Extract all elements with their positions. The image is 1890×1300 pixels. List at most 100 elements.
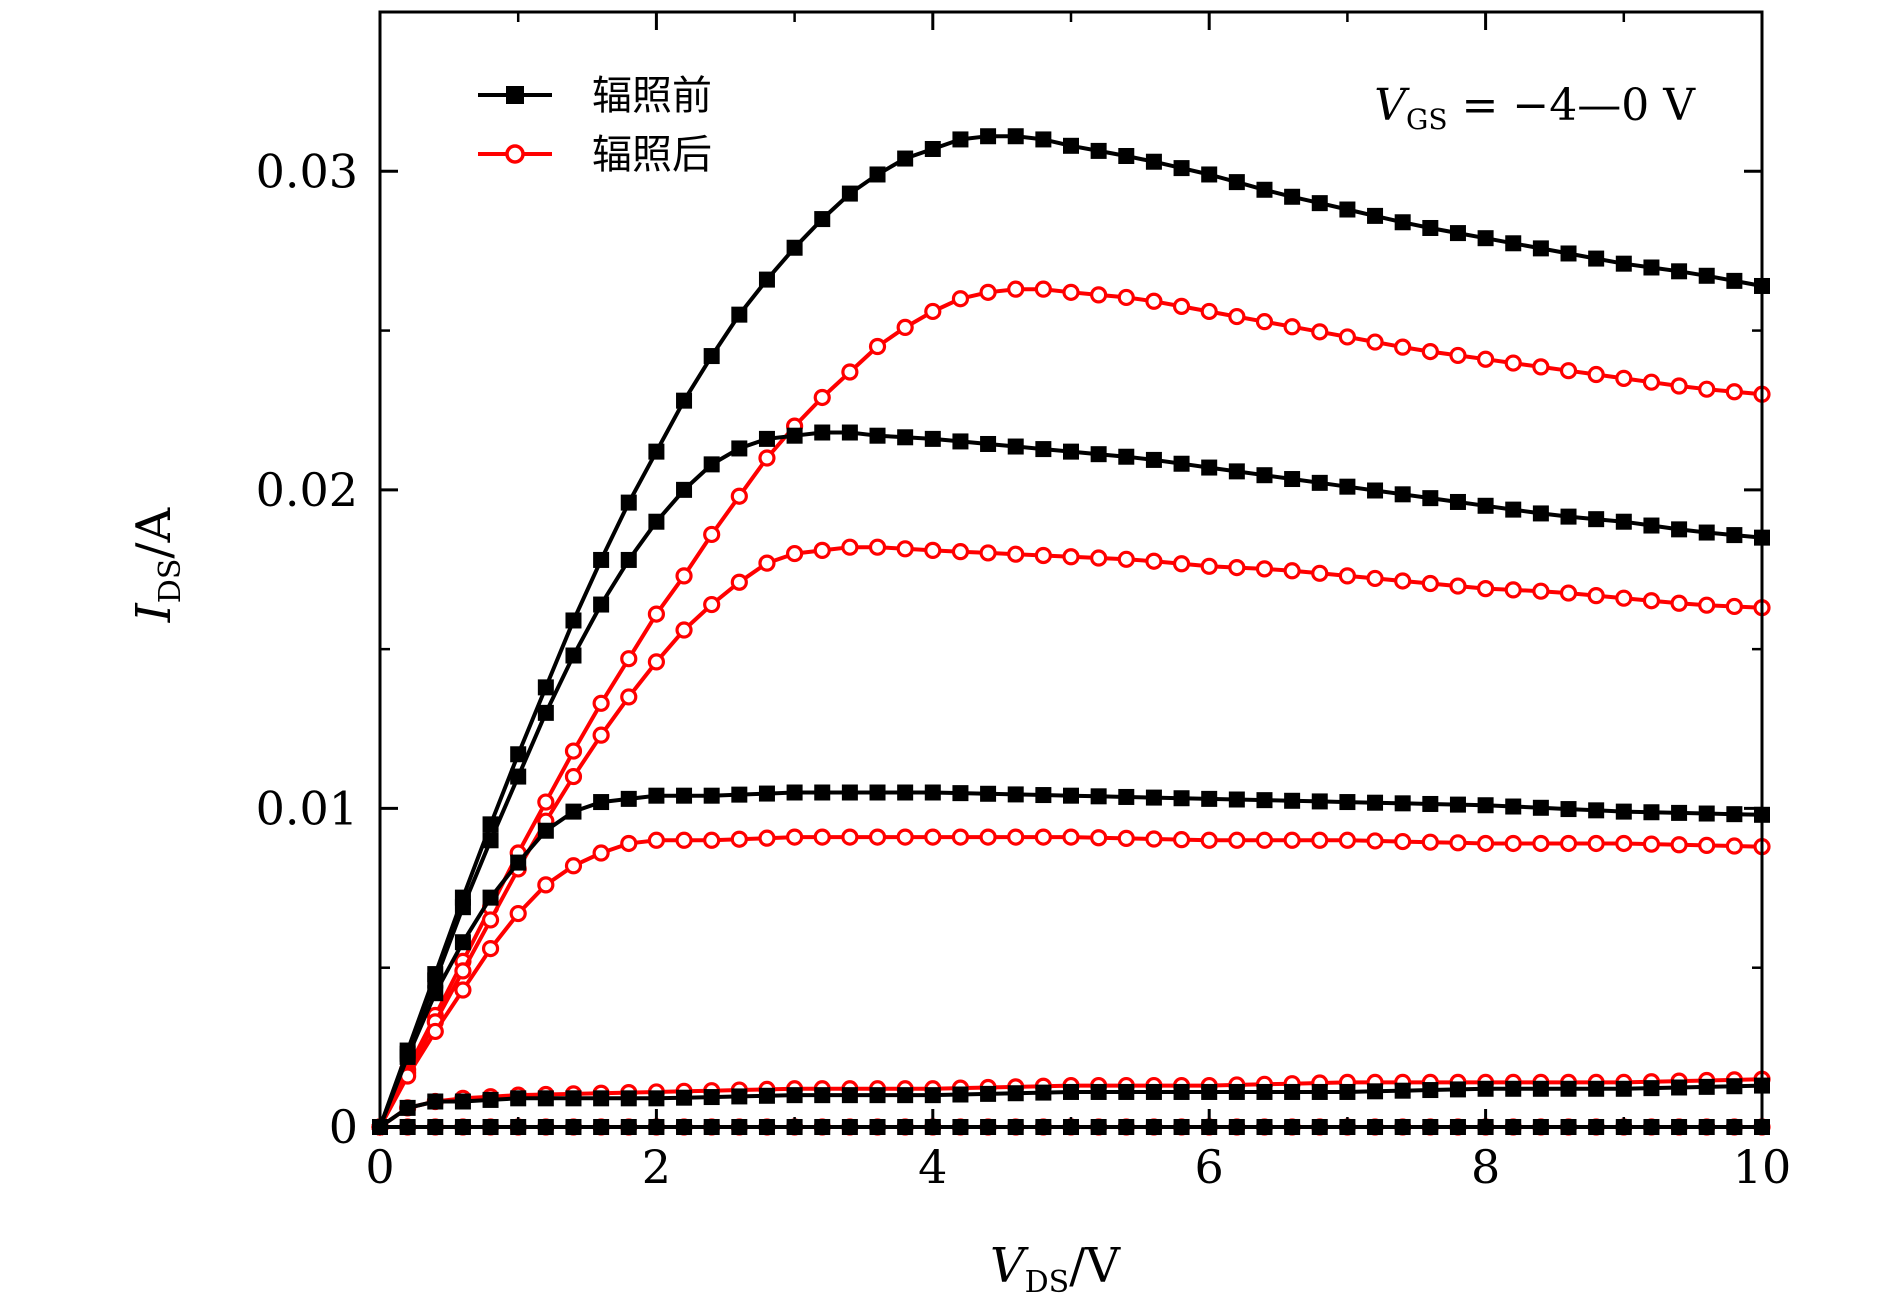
data-point [1145, 789, 1162, 806]
data-point [1726, 272, 1743, 289]
data-point [593, 596, 610, 613]
data-point [1422, 490, 1439, 507]
data-point [537, 1090, 554, 1107]
data-point [1615, 513, 1632, 530]
y-tick-label: 0.02 [256, 463, 358, 517]
data-point [1200, 302, 1218, 321]
annotation-var: V [1374, 80, 1410, 131]
data-point [509, 904, 527, 923]
series-before [372, 128, 1770, 1135]
ticks-layer [378, 12, 1764, 1129]
vgs-annotation: VGS = −4—0 V [1374, 80, 1696, 136]
series-before [372, 424, 1770, 1135]
data-point [1588, 1080, 1605, 1097]
data-point [593, 794, 610, 811]
data-point [482, 1091, 499, 1108]
data-point [924, 784, 941, 801]
data-point [703, 787, 720, 804]
data-point [537, 876, 555, 894]
data-point [979, 544, 997, 562]
data-point [758, 1087, 775, 1104]
data-point [785, 828, 804, 846]
data-point [896, 828, 914, 846]
data-point [952, 1086, 969, 1103]
data-point [1367, 1083, 1384, 1100]
data-point [703, 1089, 720, 1106]
data-point [1698, 836, 1716, 854]
data-point [1256, 792, 1273, 809]
data-point [758, 271, 775, 288]
data-point [675, 831, 693, 849]
data-point [1670, 836, 1688, 854]
data-point [1339, 201, 1356, 218]
data-point [482, 889, 499, 906]
data-point [454, 934, 471, 951]
data-point [952, 131, 969, 148]
data-point [1504, 834, 1522, 853]
data-point [620, 688, 638, 706]
data-point [703, 525, 721, 544]
data-point [1090, 788, 1107, 805]
data-point [1477, 230, 1494, 247]
data-point [510, 1090, 527, 1107]
data-point [1643, 517, 1660, 534]
data-point [1228, 831, 1246, 849]
data-point [1394, 1082, 1411, 1099]
data-point [980, 435, 997, 452]
data-point [1255, 313, 1274, 331]
data-point [537, 822, 554, 839]
data-point [1339, 478, 1356, 495]
data-point [1034, 828, 1052, 846]
data-point [1284, 792, 1301, 809]
data-point [1284, 188, 1301, 205]
y-axis-label: IDS/A [126, 506, 188, 623]
data-point [647, 605, 666, 623]
data-point [1698, 380, 1716, 398]
series-layer [371, 128, 1771, 1136]
x-tick-label: 2 [642, 1140, 671, 1194]
data-point [1615, 589, 1633, 607]
data-point [1587, 834, 1605, 853]
x-axis-label: VDS/V [990, 1238, 1121, 1300]
data-point [897, 1087, 914, 1104]
data-point [1560, 801, 1577, 818]
data-point [924, 140, 941, 157]
data-point [1201, 790, 1218, 807]
data-point [979, 283, 997, 301]
data-point [1698, 524, 1715, 541]
data-point [1118, 147, 1135, 164]
data-point [1311, 1083, 1328, 1100]
data-point [813, 828, 831, 846]
data-point [1587, 365, 1605, 384]
data-point [1338, 567, 1357, 585]
data-point [675, 621, 693, 639]
data-point [980, 785, 997, 802]
data-point [1449, 796, 1466, 813]
data-point [1145, 292, 1163, 310]
x-tick-label: 6 [1195, 1140, 1224, 1194]
data-point [1449, 577, 1467, 595]
data-point [1173, 790, 1190, 807]
data-point [1145, 1083, 1162, 1100]
data-point [1063, 137, 1079, 154]
x-tick-label: 8 [1471, 1140, 1500, 1194]
data-point [1477, 497, 1494, 514]
data-point [1532, 834, 1550, 853]
data-point [620, 790, 637, 807]
data-point [1172, 555, 1191, 573]
data-point [592, 694, 610, 712]
data-point [1311, 474, 1328, 491]
series-line [378, 287, 1763, 1128]
data-point [1615, 834, 1633, 853]
data-point [1422, 1082, 1439, 1099]
data-point [814, 211, 831, 228]
data-point [565, 612, 582, 629]
data-point [1283, 831, 1301, 849]
data-point [1476, 350, 1495, 368]
data-point [1477, 797, 1494, 814]
data-point [1367, 482, 1384, 499]
data-point [1559, 584, 1578, 602]
data-point [592, 726, 610, 744]
data-point [1615, 1080, 1632, 1097]
data-point [1090, 549, 1108, 567]
